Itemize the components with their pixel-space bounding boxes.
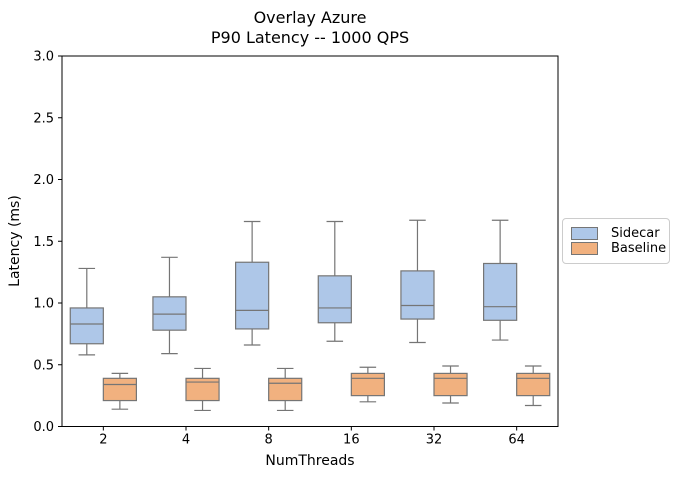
chart-title-line1: Overlay Azure (253, 8, 367, 27)
box-baseline-16 (350, 366, 386, 403)
y-tick-label: 0.5 (33, 358, 54, 373)
legend: Sidecar Baseline (562, 218, 670, 264)
y-tick-label: 1.0 (33, 297, 54, 312)
box-sidecar-2 (69, 267, 104, 356)
x-tick-label: 4 (182, 433, 190, 448)
y-tick-label: 3.0 (33, 50, 54, 65)
box-rect (102, 377, 138, 402)
legend-item-baseline: Baseline (571, 241, 666, 256)
x-tick-label: 32 (426, 433, 443, 448)
box-rect (433, 372, 468, 397)
chart-title-line2: P90 Latency -- 1000 QPS (210, 28, 410, 47)
x-tick-label: 64 (508, 433, 525, 448)
box-baseline-64 (516, 365, 551, 407)
y-tick-label: 0.0 (33, 420, 54, 435)
box-sidecar-64 (483, 219, 518, 341)
box-sidecar-4 (152, 256, 187, 355)
plot-frame (61, 55, 559, 427)
box-baseline-32 (433, 365, 468, 404)
legend-label-sidecar: Sidecar (611, 226, 660, 241)
box-rect (400, 270, 435, 320)
box-rect (483, 262, 518, 321)
box-rect (152, 296, 187, 331)
x-tick-label: 2 (99, 433, 107, 448)
x-axis-label: NumThreads (265, 453, 355, 469)
box-rect (69, 307, 104, 345)
box-sidecar-16 (317, 220, 352, 342)
y-tick-label: 1.5 (33, 235, 54, 250)
box-sidecar-32 (400, 219, 435, 344)
legend-label-baseline: Baseline (611, 241, 667, 256)
y-tick-label: 2.0 (33, 173, 54, 188)
x-tick-label: 16 (343, 433, 360, 448)
box-sidecar-8 (235, 220, 270, 346)
legend-item-sidecar: Sidecar (571, 226, 661, 241)
box-rect (317, 275, 352, 324)
y-axis-label: Latency (ms) (7, 195, 23, 287)
box-rect (350, 372, 386, 397)
box-baseline-8 (268, 367, 303, 412)
y-tick-label: 2.5 (33, 111, 54, 126)
box-baseline-2 (102, 372, 138, 410)
chart-title: Overlay Azure P90 Latency -- 1000 QPS (62, 8, 558, 48)
x-tick-label: 8 (265, 433, 273, 448)
box-rect (268, 377, 303, 402)
legend-swatch-baseline (571, 242, 598, 255)
legend-swatch-sidecar (571, 227, 598, 240)
box-rect (516, 372, 551, 397)
box-baseline-4 (185, 367, 220, 412)
box-rect (235, 261, 270, 330)
box-rect (185, 377, 220, 402)
